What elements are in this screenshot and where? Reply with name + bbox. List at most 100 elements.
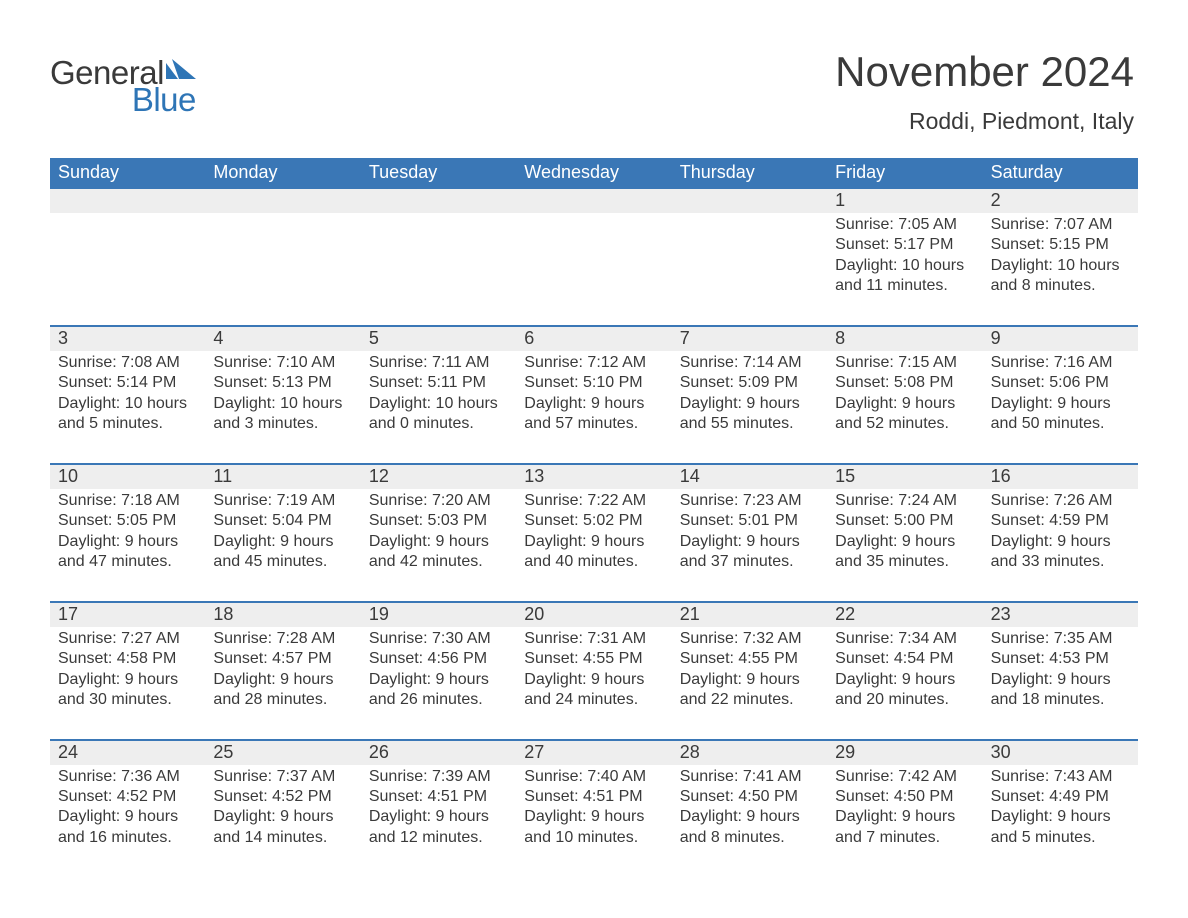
day-number	[205, 189, 360, 213]
sunrise-line: Sunrise: 7:34 AM	[835, 629, 974, 649]
daylight-line: Daylight: 9 hours and 18 minutes.	[991, 670, 1130, 711]
calendar-day: 2Sunrise: 7:07 AMSunset: 5:15 PMDaylight…	[983, 189, 1138, 301]
weekday-header: Thursday	[672, 158, 827, 189]
daylight-line: Daylight: 9 hours and 47 minutes.	[58, 532, 197, 573]
sunrise-line: Sunrise: 7:20 AM	[369, 491, 508, 511]
daylight-line: Daylight: 10 hours and 11 minutes.	[835, 256, 974, 297]
day-details: Sunrise: 7:37 AMSunset: 4:52 PMDaylight:…	[205, 765, 360, 849]
day-details: Sunrise: 7:11 AMSunset: 5:11 PMDaylight:…	[361, 351, 516, 435]
day-number: 30	[983, 741, 1138, 765]
daylight-line: Daylight: 9 hours and 22 minutes.	[680, 670, 819, 711]
daylight-line: Daylight: 9 hours and 30 minutes.	[58, 670, 197, 711]
calendar-day: 13Sunrise: 7:22 AMSunset: 5:02 PMDayligh…	[516, 465, 671, 577]
sunrise-line: Sunrise: 7:42 AM	[835, 767, 974, 787]
daylight-line: Daylight: 9 hours and 45 minutes.	[213, 532, 352, 573]
daylight-line: Daylight: 9 hours and 10 minutes.	[524, 807, 663, 848]
sunset-line: Sunset: 5:11 PM	[369, 373, 508, 393]
day-details: Sunrise: 7:19 AMSunset: 5:04 PMDaylight:…	[205, 489, 360, 573]
daylight-line: Daylight: 9 hours and 35 minutes.	[835, 532, 974, 573]
day-details: Sunrise: 7:18 AMSunset: 5:05 PMDaylight:…	[50, 489, 205, 573]
sunrise-line: Sunrise: 7:18 AM	[58, 491, 197, 511]
day-details: Sunrise: 7:24 AMSunset: 5:00 PMDaylight:…	[827, 489, 982, 573]
calendar-week: 3Sunrise: 7:08 AMSunset: 5:14 PMDaylight…	[50, 325, 1138, 439]
sunrise-line: Sunrise: 7:30 AM	[369, 629, 508, 649]
day-details: Sunrise: 7:23 AMSunset: 5:01 PMDaylight:…	[672, 489, 827, 573]
day-number: 2	[983, 189, 1138, 213]
calendar-day	[50, 189, 205, 301]
calendar-week: 17Sunrise: 7:27 AMSunset: 4:58 PMDayligh…	[50, 601, 1138, 715]
sunset-line: Sunset: 4:59 PM	[991, 511, 1130, 531]
calendar-day: 15Sunrise: 7:24 AMSunset: 5:00 PMDayligh…	[827, 465, 982, 577]
day-number: 27	[516, 741, 671, 765]
month-title: November 2024	[835, 50, 1134, 94]
calendar-day: 8Sunrise: 7:15 AMSunset: 5:08 PMDaylight…	[827, 327, 982, 439]
daylight-line: Daylight: 9 hours and 16 minutes.	[58, 807, 197, 848]
day-number: 10	[50, 465, 205, 489]
sunset-line: Sunset: 5:00 PM	[835, 511, 974, 531]
day-number: 16	[983, 465, 1138, 489]
calendar-day: 5Sunrise: 7:11 AMSunset: 5:11 PMDaylight…	[361, 327, 516, 439]
daylight-line: Daylight: 9 hours and 20 minutes.	[835, 670, 974, 711]
daylight-line: Daylight: 10 hours and 5 minutes.	[58, 394, 197, 435]
weekday-header: Wednesday	[516, 158, 671, 189]
day-number	[361, 189, 516, 213]
sunset-line: Sunset: 5:08 PM	[835, 373, 974, 393]
day-details: Sunrise: 7:41 AMSunset: 4:50 PMDaylight:…	[672, 765, 827, 849]
day-number: 14	[672, 465, 827, 489]
sunrise-line: Sunrise: 7:08 AM	[58, 353, 197, 373]
day-details: Sunrise: 7:14 AMSunset: 5:09 PMDaylight:…	[672, 351, 827, 435]
daylight-line: Daylight: 9 hours and 7 minutes.	[835, 807, 974, 848]
calendar-day: 25Sunrise: 7:37 AMSunset: 4:52 PMDayligh…	[205, 741, 360, 853]
sunset-line: Sunset: 4:53 PM	[991, 649, 1130, 669]
calendar-day: 10Sunrise: 7:18 AMSunset: 5:05 PMDayligh…	[50, 465, 205, 577]
sunset-line: Sunset: 5:03 PM	[369, 511, 508, 531]
calendar-day: 26Sunrise: 7:39 AMSunset: 4:51 PMDayligh…	[361, 741, 516, 853]
sunrise-line: Sunrise: 7:12 AM	[524, 353, 663, 373]
calendar-day: 17Sunrise: 7:27 AMSunset: 4:58 PMDayligh…	[50, 603, 205, 715]
day-number: 11	[205, 465, 360, 489]
daylight-line: Daylight: 9 hours and 28 minutes.	[213, 670, 352, 711]
sunset-line: Sunset: 4:55 PM	[680, 649, 819, 669]
weekday-header: Saturday	[983, 158, 1138, 189]
calendar-day: 21Sunrise: 7:32 AMSunset: 4:55 PMDayligh…	[672, 603, 827, 715]
day-details: Sunrise: 7:28 AMSunset: 4:57 PMDaylight:…	[205, 627, 360, 711]
day-number: 9	[983, 327, 1138, 351]
sunrise-line: Sunrise: 7:16 AM	[991, 353, 1130, 373]
day-details: Sunrise: 7:42 AMSunset: 4:50 PMDaylight:…	[827, 765, 982, 849]
day-details: Sunrise: 7:08 AMSunset: 5:14 PMDaylight:…	[50, 351, 205, 435]
day-details: Sunrise: 7:16 AMSunset: 5:06 PMDaylight:…	[983, 351, 1138, 435]
sunrise-line: Sunrise: 7:39 AM	[369, 767, 508, 787]
daylight-line: Daylight: 10 hours and 0 minutes.	[369, 394, 508, 435]
day-number: 13	[516, 465, 671, 489]
sunrise-line: Sunrise: 7:07 AM	[991, 215, 1130, 235]
sunset-line: Sunset: 4:51 PM	[524, 787, 663, 807]
daylight-line: Daylight: 10 hours and 3 minutes.	[213, 394, 352, 435]
day-number: 26	[361, 741, 516, 765]
day-details: Sunrise: 7:36 AMSunset: 4:52 PMDaylight:…	[50, 765, 205, 849]
sunrise-line: Sunrise: 7:36 AM	[58, 767, 197, 787]
sunrise-line: Sunrise: 7:31 AM	[524, 629, 663, 649]
calendar-day	[516, 189, 671, 301]
calendar-day: 29Sunrise: 7:42 AMSunset: 4:50 PMDayligh…	[827, 741, 982, 853]
sunset-line: Sunset: 5:05 PM	[58, 511, 197, 531]
calendar-day: 12Sunrise: 7:20 AMSunset: 5:03 PMDayligh…	[361, 465, 516, 577]
calendar: SundayMondayTuesdayWednesdayThursdayFrid…	[50, 158, 1138, 852]
day-details: Sunrise: 7:12 AMSunset: 5:10 PMDaylight:…	[516, 351, 671, 435]
day-details: Sunrise: 7:40 AMSunset: 4:51 PMDaylight:…	[516, 765, 671, 849]
calendar-day: 9Sunrise: 7:16 AMSunset: 5:06 PMDaylight…	[983, 327, 1138, 439]
day-details: Sunrise: 7:05 AMSunset: 5:17 PMDaylight:…	[827, 213, 982, 297]
day-number: 24	[50, 741, 205, 765]
calendar-day: 27Sunrise: 7:40 AMSunset: 4:51 PMDayligh…	[516, 741, 671, 853]
sunset-line: Sunset: 4:54 PM	[835, 649, 974, 669]
day-details: Sunrise: 7:10 AMSunset: 5:13 PMDaylight:…	[205, 351, 360, 435]
sunset-line: Sunset: 5:10 PM	[524, 373, 663, 393]
location-label: Roddi, Piedmont, Italy	[835, 108, 1134, 135]
sunrise-line: Sunrise: 7:19 AM	[213, 491, 352, 511]
sunrise-line: Sunrise: 7:05 AM	[835, 215, 974, 235]
day-number	[672, 189, 827, 213]
sunset-line: Sunset: 5:13 PM	[213, 373, 352, 393]
day-number: 12	[361, 465, 516, 489]
day-number	[516, 189, 671, 213]
sunset-line: Sunset: 5:06 PM	[991, 373, 1130, 393]
day-details: Sunrise: 7:22 AMSunset: 5:02 PMDaylight:…	[516, 489, 671, 573]
